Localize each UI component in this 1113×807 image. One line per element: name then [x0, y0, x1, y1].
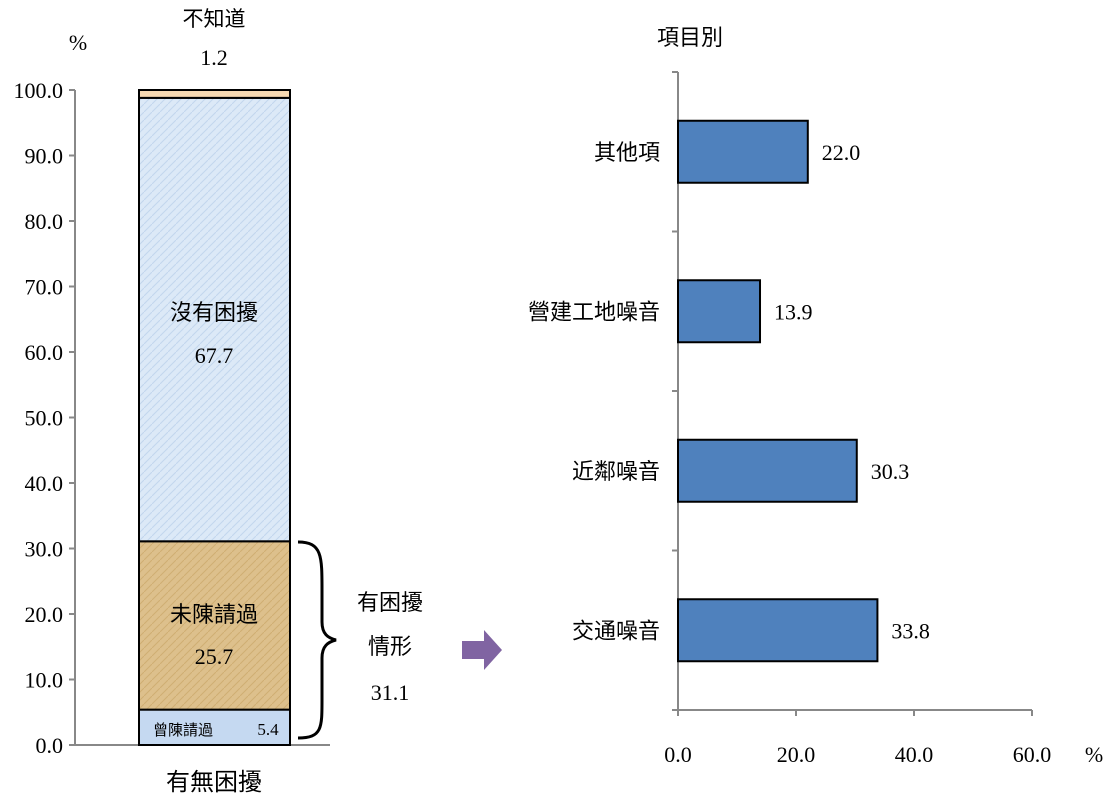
x-tick-label: 40.0: [895, 742, 934, 767]
x-tick-label: 0.0: [664, 742, 692, 767]
segment-petitioned: [138, 708, 291, 747]
segment-value-dontknow: 1.2: [200, 45, 228, 70]
segment-value-petitioned: 5.4: [257, 720, 279, 739]
y-tick-label: 60.0: [25, 340, 64, 365]
stack-segments: [138, 89, 291, 747]
bar-value-label: 22.0: [822, 140, 861, 165]
bracket-value: 31.1: [371, 680, 410, 705]
bar: [677, 119, 809, 184]
bar-value-label: 33.8: [891, 618, 930, 643]
category-label: 營建工地噪音: [528, 300, 660, 325]
bar-value-label: 30.3: [871, 459, 910, 484]
right-arrow-icon: [462, 630, 502, 670]
y-tick-label: 20.0: [25, 602, 64, 627]
segment-not-petitioned: [138, 540, 291, 711]
bracket-label-line2: 情形: [368, 635, 412, 660]
bracket-label-line1: 有困擾: [357, 591, 423, 616]
category-label: 近鄰噪音: [572, 460, 660, 485]
segment-value-not-petitioned: 25.7: [195, 644, 234, 669]
y-ticks: 0.0 10.0 20.0 30.0 40.0 50.0 60.0 70.0 80.0 90.0 1…: [14, 78, 75, 758]
segment-no-trouble: [138, 96, 291, 543]
y-tick-label: 80.0: [25, 209, 64, 234]
bar-value-label: 13.9: [774, 299, 813, 324]
bracket-brace: [297, 540, 337, 740]
segment-value-no-trouble: 67.7: [195, 343, 234, 368]
y-tick-label: 40.0: [25, 471, 64, 496]
x-ticks: 0.0 20.0 40.0 60.0: [664, 710, 1051, 767]
bar: [677, 279, 762, 344]
y-tick-label: 30.0: [25, 537, 64, 562]
category-label: 其他項: [594, 141, 660, 166]
y-tick-label: 10.0: [25, 668, 64, 693]
segment-label-petitioned: 曾陳請過: [153, 721, 213, 739]
segment-label-not-petitioned: 未陳請過: [170, 603, 258, 628]
bar: [677, 598, 879, 663]
horizontal-bar-chart: 項目別 0.0 20.0 40.0 60.0 % 其他項 22.0 營建工地噪音 13.9 近…: [528, 26, 1103, 767]
segment-label-dontknow: 不知道: [183, 7, 246, 31]
segment-label-no-trouble: 沒有困擾: [170, 301, 258, 326]
stacked-bar-chart: % 0.0 10.0 20.0 30.0 40.0 50.0 60.0 70.0 80.0 90.…: [14, 7, 502, 796]
y-unit-label: %: [69, 30, 87, 55]
category-label: 交通噪音: [572, 619, 660, 644]
y-tick-label: 90.0: [25, 144, 64, 169]
y-tick-label: 70.0: [25, 275, 64, 300]
x-tick-label: 20.0: [777, 742, 816, 767]
y-tick-label: 0.0: [36, 733, 64, 758]
chart-title: 項目別: [657, 26, 723, 51]
y-tick-label: 50.0: [25, 406, 64, 431]
x-unit-label: %: [1085, 742, 1103, 767]
bars: 其他項 22.0 營建工地噪音 13.9 近鄰噪音 30.3 交通噪音 33.8: [528, 119, 930, 663]
bar: [677, 438, 858, 503]
category-ticks: [672, 71, 678, 711]
y-tick-label: 100.0: [14, 78, 64, 103]
x-tick-label: 60.0: [1013, 742, 1052, 767]
x-axis-label: 有無困擾: [166, 768, 262, 796]
segment-dont-know: [138, 89, 291, 99]
